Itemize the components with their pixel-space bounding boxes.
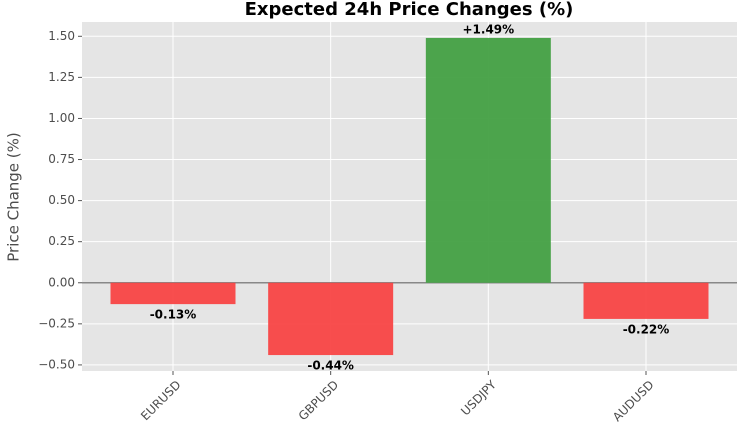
y-tick-label: 1.50 <box>48 29 75 43</box>
y-tick-label: 1.00 <box>48 111 75 125</box>
y-axis-label: Price Change (%) <box>5 132 23 262</box>
y-tick-label: 0.75 <box>48 152 75 166</box>
x-tick-label: USDJPY <box>458 377 499 418</box>
y-tick-label: −0.50 <box>38 357 75 371</box>
y-tick-label: 1.25 <box>48 70 75 84</box>
y-tick-label: −0.25 <box>38 316 75 330</box>
y-tick-label: 0.00 <box>48 275 75 289</box>
bar <box>110 282 236 305</box>
x-tick-label: GBPUSD <box>296 378 342 424</box>
y-tick-label: 0.25 <box>48 234 75 248</box>
x-tick-label: EURUSD <box>138 378 183 423</box>
x-tick-label: AUDUSD <box>610 378 657 425</box>
bar <box>583 282 709 319</box>
value-label: -0.44% <box>307 359 354 373</box>
bar <box>425 37 551 283</box>
y-tick-label: 0.50 <box>48 193 75 207</box>
value-label: -0.22% <box>623 322 670 336</box>
value-label: +1.49% <box>462 22 514 36</box>
value-label: -0.13% <box>150 308 197 322</box>
chart-title: Expected 24h Price Changes (%) <box>245 0 574 20</box>
bar <box>268 282 394 356</box>
